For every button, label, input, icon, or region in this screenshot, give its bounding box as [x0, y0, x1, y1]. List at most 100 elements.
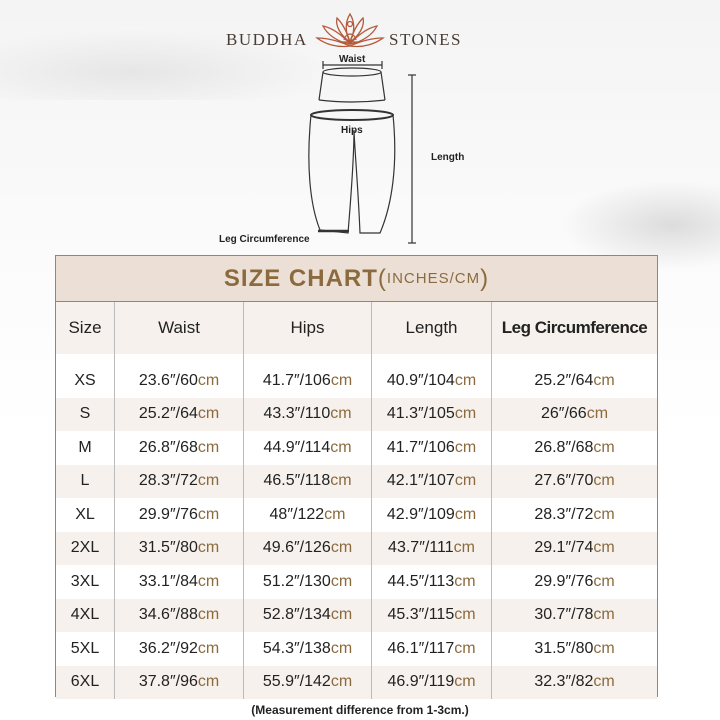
column-header: Hips	[243, 302, 371, 354]
table-row: XS 23.6″/60 cm 41.7″/106 cm 40.9″/104 cm 25.2″/…	[56, 364, 657, 398]
unit-label: cm	[454, 606, 476, 624]
length-label: Length	[431, 152, 465, 163]
length-cell: 42.1″/107 cm	[371, 464, 491, 498]
hips-cell: 49.6″/126 cm	[243, 531, 371, 565]
cell-value: 46.1″/117	[387, 639, 455, 657]
footnote: (Measurement difference from 1-3cm.)	[251, 703, 469, 717]
size-chart-title: SIZE CHART ( INCHES/CM )	[56, 256, 657, 302]
hips-label: Hips	[341, 125, 363, 136]
size-cell: XS	[56, 364, 114, 398]
length-cell: 41.3″/105 cm	[371, 397, 491, 431]
cell-value: 4XL	[70, 606, 100, 624]
hips-cell: 55.9″/142 cm	[243, 665, 371, 699]
cell-value: 44.5″/113	[387, 572, 455, 590]
table-row: M 26.8″/68 cm 44.9″/114 cm 41.7″/106 cm 26.8″/6…	[56, 431, 657, 465]
unit-label: cm	[593, 606, 615, 624]
leg-cell: 30.7″/78 cm	[491, 598, 657, 632]
unit-label: cm	[197, 673, 220, 691]
unit-label: cm	[197, 572, 220, 590]
unit-label: cm	[593, 639, 615, 657]
cell-value: 43.7″/111	[388, 539, 454, 557]
table-row: 6XL 37.8″/96 cm 55.9″/142 cm 46.9″/119 cm 32.3″…	[56, 665, 657, 700]
size-cell: 6XL	[56, 666, 114, 700]
unit-label: cm	[593, 472, 615, 490]
unit-label: cm	[454, 673, 476, 691]
cell-value: 27.6″/70	[534, 472, 594, 490]
cell-value: 33.1″/84	[138, 572, 198, 590]
unit-label: cm	[330, 472, 352, 490]
unit-label: cm	[454, 505, 477, 523]
hips-cell: 46.5″/118 cm	[243, 464, 371, 498]
waist-cell: 34.6″/88 cm	[114, 598, 243, 632]
cell-value: 49.6″/126	[262, 539, 331, 557]
title-text: SIZE CHART	[223, 264, 378, 292]
waist-cell: 28.3″/72 cm	[114, 464, 243, 498]
unit-label: cm	[330, 572, 353, 590]
cell-value: 28.3″/72	[534, 505, 594, 523]
leg-cell: 25.2″/64 cm	[491, 364, 657, 398]
unit-label: cm	[593, 438, 615, 456]
unit-label: cm	[197, 606, 220, 624]
unit-label: cm	[454, 438, 477, 456]
cell-value: 55.9″/142	[262, 673, 331, 691]
unit-label: cm	[593, 371, 615, 389]
spacer-row	[56, 354, 657, 364]
title-paren: )	[480, 264, 490, 292]
cell-value: XS	[74, 371, 96, 389]
cell-value: 43.3″/110	[263, 405, 331, 423]
column-header: Size	[68, 318, 102, 337]
hips-cell: 41.7″/106 cm	[243, 364, 371, 398]
cell-value: 25.2″/64	[534, 371, 594, 389]
cell-value: 51.2″/130	[262, 572, 331, 590]
unit-label: cm	[453, 539, 475, 557]
unit-label: cm	[197, 405, 220, 423]
length-cell: 43.7″/111 cm	[371, 531, 491, 565]
hips-cell: 52.8″/134 cm	[243, 598, 371, 632]
leg-cell: 27.6″/70 cm	[491, 464, 657, 498]
unit-label: cm	[197, 371, 220, 389]
leg-cell: 29.1″/74 cm	[491, 531, 657, 565]
unit-label: cm	[197, 472, 220, 490]
cell-value: 46.5″/118	[263, 472, 331, 490]
hips-cell: 54.3″/138 cm	[243, 632, 371, 666]
length-cell: 46.1″/117 cm	[371, 632, 491, 666]
length-cell: 42.9″/109 cm	[371, 498, 491, 532]
waist-label: Waist	[339, 54, 366, 65]
cell-value: 31.5″/80	[138, 539, 198, 557]
length-cell: 44.5″/113 cm	[371, 565, 491, 599]
waist-cell: 31.5″/80 cm	[114, 531, 243, 565]
cell-value: L	[80, 472, 90, 490]
size-cell: 3XL	[56, 565, 114, 599]
brand-right: STONES	[389, 30, 462, 49]
unit-label: cm	[593, 505, 615, 523]
size-cell: XL	[56, 498, 114, 532]
table-row: 4XL 34.6″/88 cm 52.8″/134 cm 45.3″/115 cm 30.7″…	[56, 598, 657, 632]
leg-cell: 32.3″/82 cm	[491, 665, 657, 699]
cell-value: 52.8″/134	[262, 606, 331, 624]
cell-value: 29.9″/76	[534, 572, 594, 590]
unit-label: cm	[330, 438, 352, 456]
hips-cell: 43.3″/110 cm	[243, 397, 371, 431]
table-row: XL 29.9″/76 cm 48″/122 cm 42.9″/109 cm 28.3″/72…	[56, 498, 657, 532]
cell-value: 42.9″/109	[386, 505, 455, 523]
cell-value: 36.2″/92	[138, 639, 198, 657]
column-header: Leg Circumference	[491, 302, 657, 354]
cell-value: 25.2″/64	[138, 405, 198, 423]
cell-value: 29.1″/74	[534, 539, 594, 557]
cell-value: 45.3″/115	[387, 606, 455, 624]
size-cell: 5XL	[56, 632, 114, 666]
unit-label: cm	[454, 572, 476, 590]
cell-value: XL	[75, 505, 95, 523]
leg-circumference-label: Leg Circumference	[219, 234, 310, 245]
table-row: 5XL 36.2″/92 cm 54.3″/138 cm 46.1″/117 cm 31.5″…	[56, 632, 657, 666]
leg-cell: 31.5″/80 cm	[491, 632, 657, 666]
table-row: 2XL 31.5″/80 cm 49.6″/126 cm 43.7″/111 cm 29.1″…	[56, 531, 657, 565]
hips-cell: 44.9″/114 cm	[243, 431, 371, 465]
cell-value: 34.6″/88	[138, 606, 198, 624]
cell-value: 29.9″/76	[138, 505, 198, 523]
hips-cell: 48″/122 cm	[243, 498, 371, 532]
length-cell: 45.3″/115 cm	[371, 598, 491, 632]
unit-label: cm	[330, 371, 353, 389]
size-cell: L	[56, 465, 114, 499]
cell-value: 42.1″/107	[386, 472, 455, 490]
